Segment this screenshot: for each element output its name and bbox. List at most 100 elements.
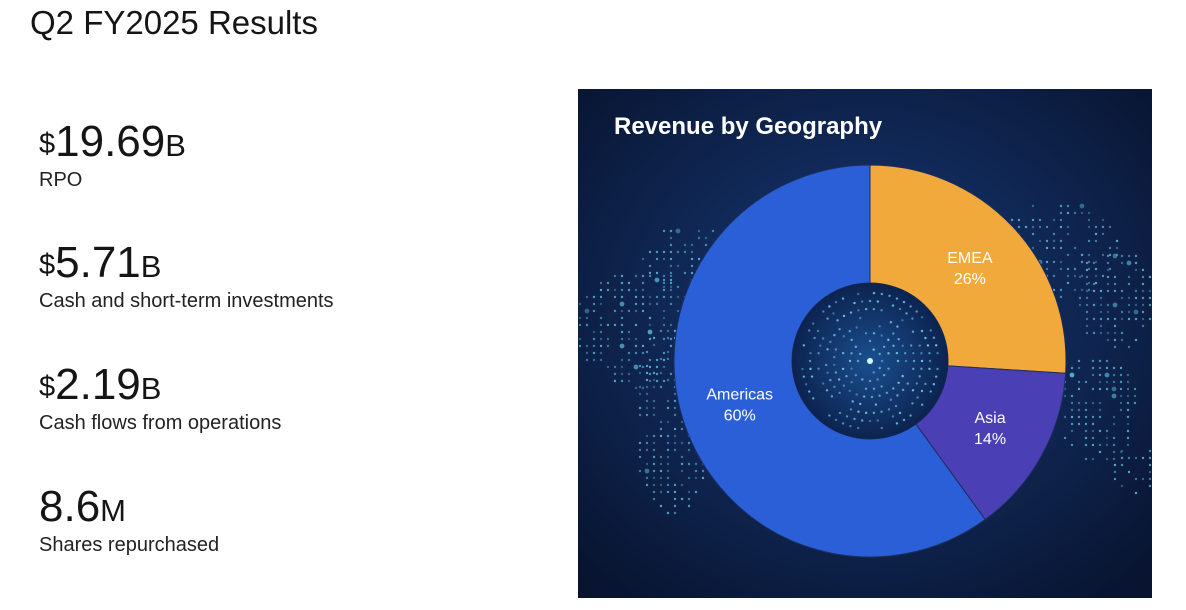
map-dot (704, 243, 708, 247)
map-dot (1077, 422, 1081, 426)
map-dot (585, 344, 589, 348)
map-dot (701, 476, 705, 480)
map-dot (1038, 225, 1042, 229)
map-dot (645, 476, 649, 480)
map-dot (1077, 366, 1081, 370)
map-dot (585, 316, 589, 320)
map-dot (1070, 401, 1074, 405)
map-dot (676, 264, 680, 268)
map-dot (1112, 443, 1116, 447)
map-dot (627, 337, 631, 341)
map-dot (1098, 450, 1102, 454)
map-dot (585, 351, 589, 355)
map-dot (669, 229, 673, 233)
map-dot (638, 455, 642, 459)
map-dot (1120, 254, 1124, 258)
slice-label-name: Americas (706, 386, 773, 403)
map-dot (1106, 282, 1110, 286)
globe-dot (874, 403, 878, 406)
map-dot (662, 285, 666, 289)
globe-dot (809, 351, 812, 355)
map-dot (585, 323, 589, 327)
map-dot (673, 434, 677, 438)
globe-dot (833, 385, 836, 389)
globe-dot (864, 307, 868, 311)
map-dot (701, 469, 705, 473)
map-dot (1148, 484, 1152, 488)
map-dot (648, 274, 652, 278)
map-dot (1127, 317, 1131, 321)
chart-title: Revenue by Geography (614, 113, 883, 140)
globe-dot (872, 307, 876, 311)
map-dot (652, 371, 656, 375)
map-dot (680, 455, 684, 459)
map-dot (641, 295, 645, 299)
map-dot (645, 462, 649, 466)
globe-dot (828, 305, 831, 308)
map-dot (683, 243, 687, 247)
globe-dot (841, 367, 845, 371)
metric-shares: 8.6M Shares repurchased (39, 481, 219, 557)
globe-dot (841, 351, 845, 355)
map-dot (676, 295, 680, 299)
map-dot (1134, 268, 1138, 272)
map-dot (669, 285, 673, 289)
map-dot (613, 365, 617, 369)
map-dot (634, 288, 638, 292)
map-dot (711, 229, 715, 233)
map-dot (620, 365, 624, 369)
map-dot (627, 330, 631, 334)
map-dot (638, 441, 642, 445)
map-dot (666, 455, 670, 459)
map-dot (1106, 310, 1110, 314)
map-dot (641, 281, 645, 285)
map-dot (1078, 303, 1082, 307)
metric-value: 8.6M (39, 481, 219, 537)
globe-dot (855, 326, 858, 329)
globe-dot (804, 383, 808, 386)
globe-dot (878, 394, 881, 397)
map-dot (1148, 470, 1152, 474)
globe-dot (833, 363, 836, 367)
map-dot (666, 434, 670, 438)
map-dot (592, 330, 596, 334)
map-dot (662, 337, 666, 341)
map-dot (578, 337, 582, 341)
map-dot (673, 406, 677, 410)
globe-dot (895, 297, 899, 300)
map-dot (1085, 324, 1089, 328)
globe-dot (842, 314, 846, 318)
map-dot (669, 288, 673, 292)
globe-dot (916, 396, 919, 399)
map-dot (1099, 331, 1103, 335)
globe-dot (924, 336, 927, 340)
globe-dot (808, 390, 811, 393)
map-dot (1091, 457, 1095, 461)
globe-dot (811, 322, 815, 325)
map-dot (659, 329, 663, 333)
map-dot (648, 250, 652, 254)
map-dot (606, 281, 610, 285)
globe-dot (826, 317, 829, 320)
map-dot (1098, 408, 1102, 412)
map-dot (659, 469, 663, 473)
map-dot (1106, 317, 1110, 321)
map-dot (627, 379, 631, 383)
map-dot (1087, 225, 1091, 229)
globe-dot (860, 300, 864, 303)
map-dot (1087, 288, 1091, 292)
globe-dot (904, 359, 908, 363)
map-dot (1133, 401, 1137, 405)
globe-dot (802, 375, 806, 378)
map-dot (606, 288, 610, 292)
map-dot (666, 483, 670, 487)
map-dot (1077, 380, 1081, 384)
map-dot (1092, 282, 1096, 286)
map-dot (1017, 218, 1021, 222)
globe-dot (837, 378, 841, 381)
globe-dot (876, 378, 879, 381)
globe-dot (853, 301, 856, 305)
map-dot (641, 288, 645, 292)
globe-dot (825, 389, 829, 392)
globe-dot (842, 335, 846, 338)
